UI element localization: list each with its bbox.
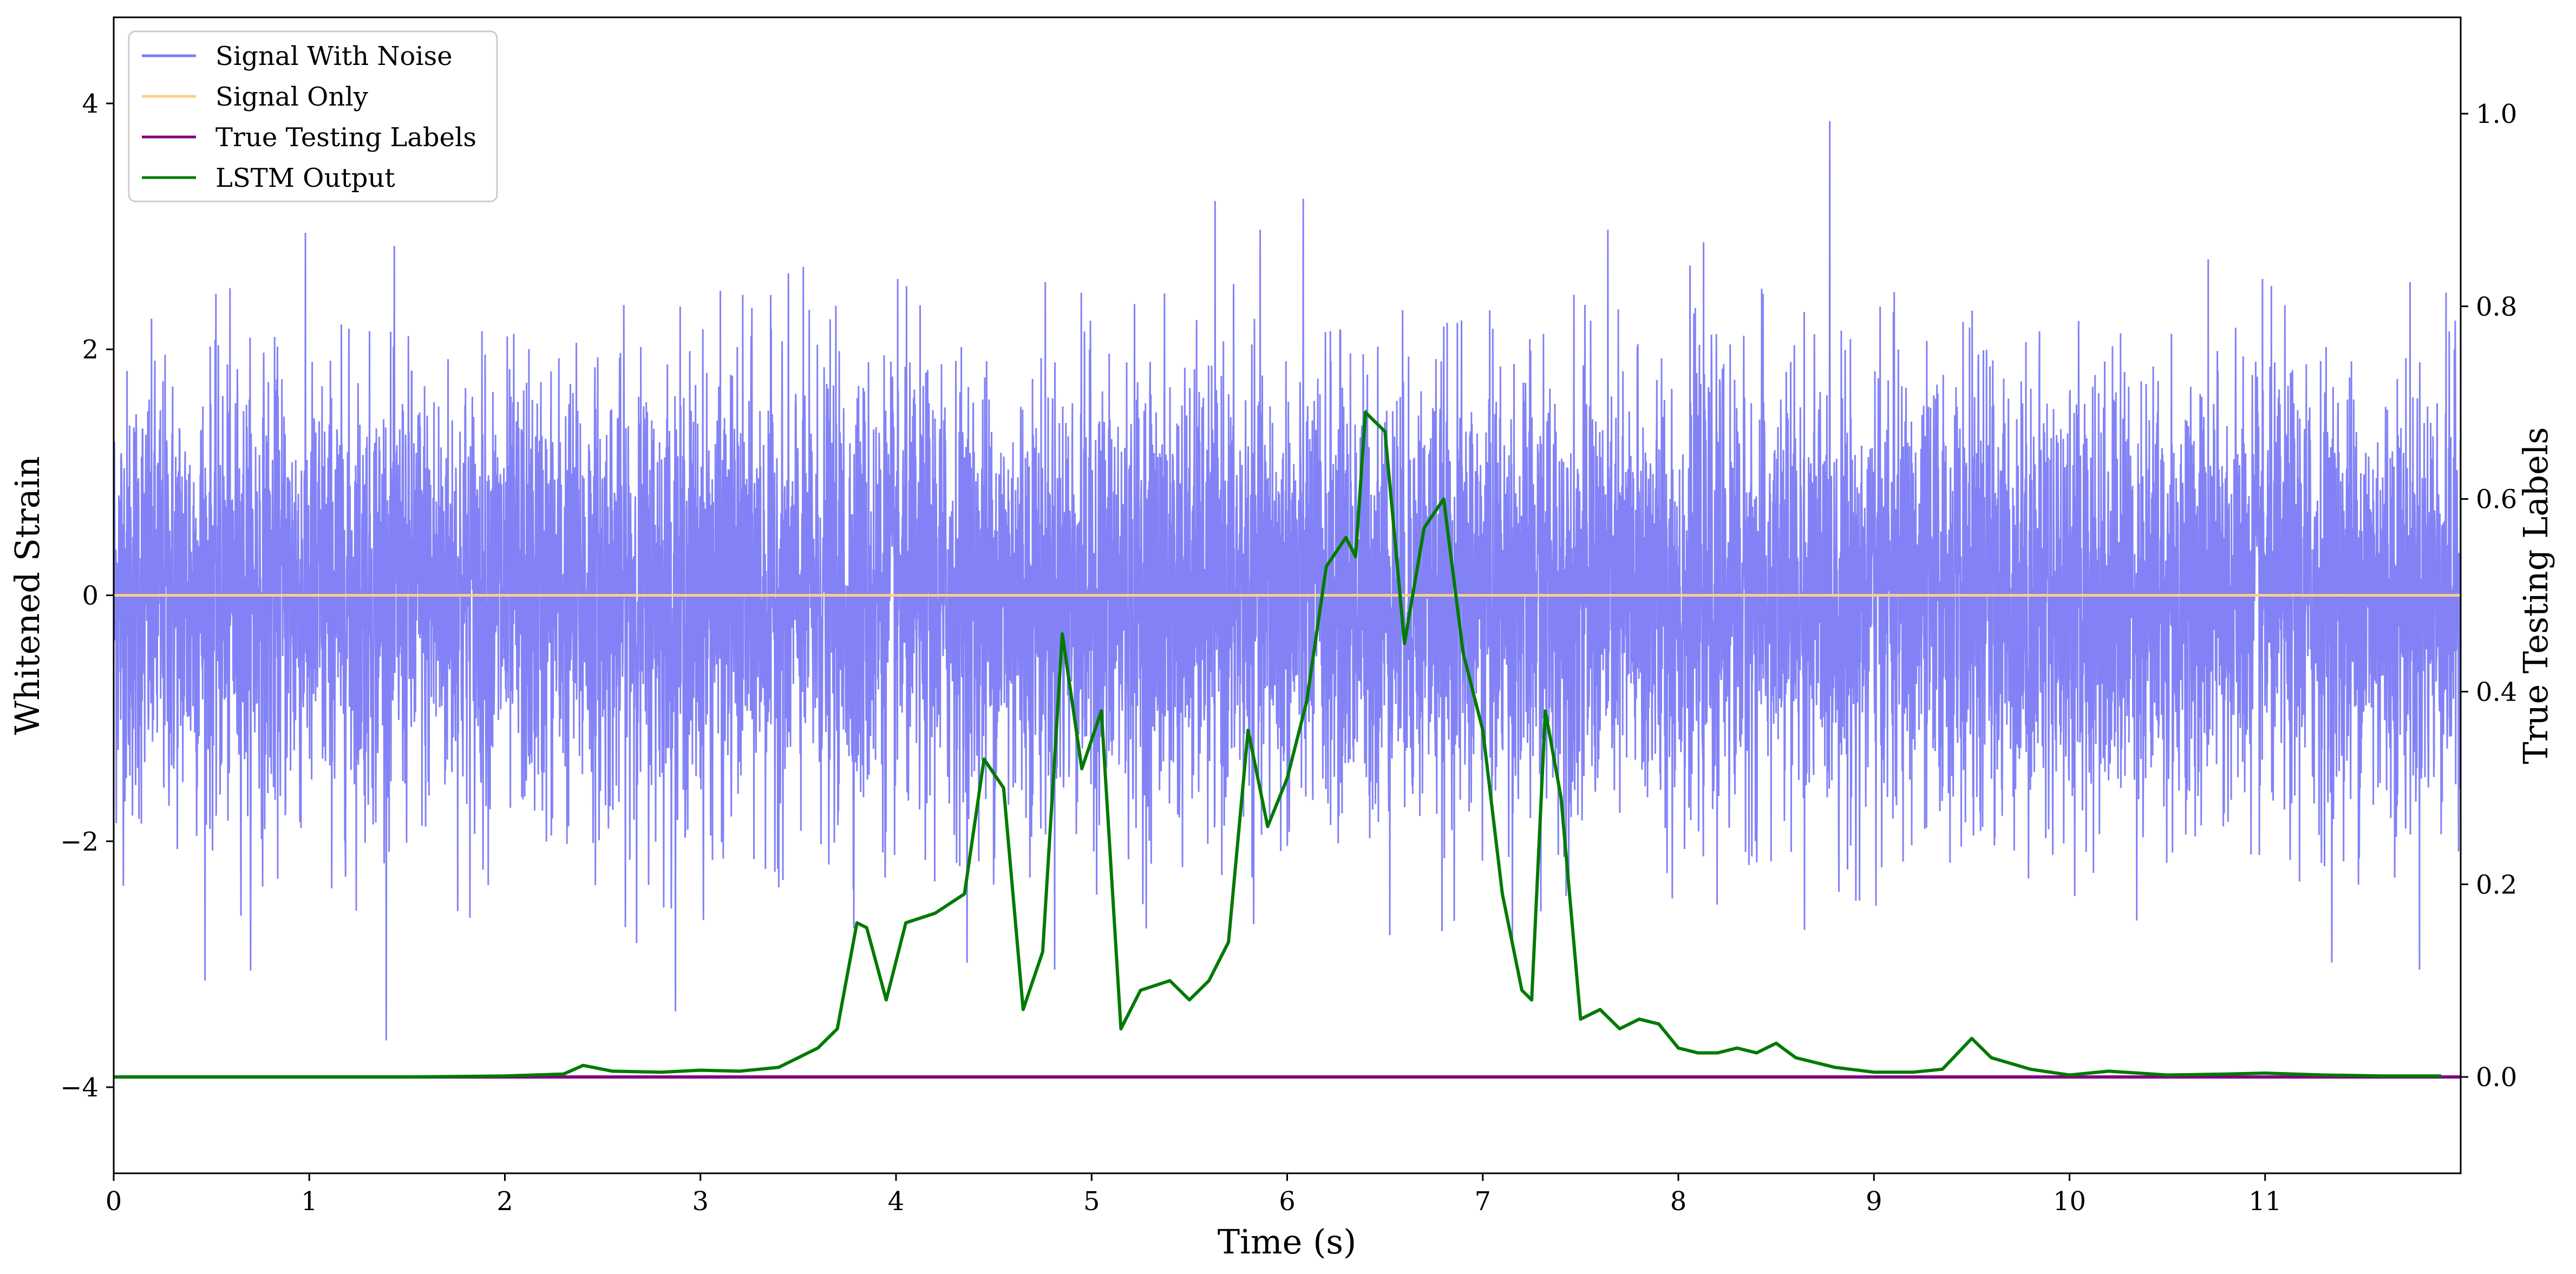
lstm-output-line (114, 410, 2441, 1079)
legend-label-lstm-output: LSTM Output (215, 163, 395, 193)
y-axis-left: −4 −2 0 2 4 (60, 89, 114, 1103)
y-tick-label: −2 (60, 827, 99, 857)
signal-with-noise-line (114, 121, 2461, 1041)
y2-tick-label: 0.4 (2476, 677, 2517, 707)
legend-label-true-testing-labels: True Testing Labels (215, 122, 476, 153)
y2-tick-label: 0.2 (2476, 870, 2517, 900)
x-tick-label: 10 (2053, 1186, 2086, 1217)
legend-box (128, 30, 498, 202)
x-tick-label: 3 (692, 1186, 709, 1217)
x-tick-label: 4 (888, 1186, 905, 1217)
y-tick-label: −4 (60, 1073, 99, 1103)
x-axis-title: Time (s) (1218, 1222, 1357, 1262)
legend: Signal With Noise Signal Only True Testi… (128, 30, 498, 202)
y-axis-title: Whitened Strain (8, 456, 47, 735)
y-axis-right: 0.0 0.2 0.4 0.6 0.8 1.0 (2461, 99, 2517, 1093)
y-tick-label: 0 (82, 581, 99, 611)
y2-axis-title: True Testing Labels (2516, 427, 2555, 765)
x-tick-label: 9 (1866, 1186, 1882, 1217)
legend-label-signal-only: Signal Only (215, 82, 368, 112)
x-tick-label: 8 (1670, 1186, 1687, 1217)
x-tick-label: 11 (2248, 1186, 2281, 1217)
y-tick-label: 2 (82, 335, 99, 365)
y2-tick-label: 1.0 (2476, 99, 2517, 129)
y-tick-label: 4 (82, 89, 99, 119)
y2-tick-label: 0.0 (2476, 1062, 2517, 1093)
x-tick-label: 7 (1474, 1186, 1491, 1217)
x-tick-label: 6 (1279, 1186, 1296, 1217)
y2-tick-label: 0.8 (2476, 292, 2517, 322)
x-tick-label: 2 (496, 1186, 513, 1217)
x-tick-label: 0 (106, 1186, 122, 1217)
x-tick-label: 1 (301, 1186, 318, 1217)
signal-with-noise-path (114, 121, 2461, 1041)
legend-label-signal-with-noise: Signal With Noise (215, 41, 453, 71)
x-axis: 0 1 2 3 4 5 6 7 8 9 10 11 (106, 1173, 2281, 1217)
x-tick-label: 5 (1083, 1186, 1100, 1217)
y2-tick-label: 0.6 (2476, 485, 2517, 515)
